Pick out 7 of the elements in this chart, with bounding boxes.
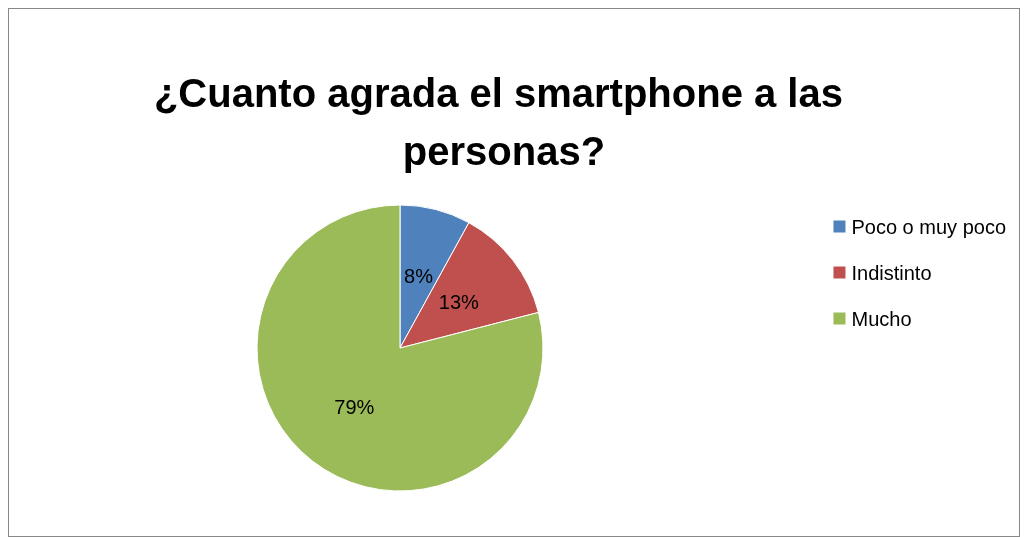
legend-label: Mucho: [851, 307, 912, 330]
legend-label: Poco o muy poco: [851, 215, 1006, 238]
chart-title: ¿Cuanto agrada el smartphone a las personas?: [153, 71, 855, 173]
legend-label: Indistinto: [851, 261, 932, 284]
data-label: 8%: [404, 264, 434, 287]
data-label: 13%: [438, 291, 480, 314]
data-label: 79%: [334, 395, 375, 418]
